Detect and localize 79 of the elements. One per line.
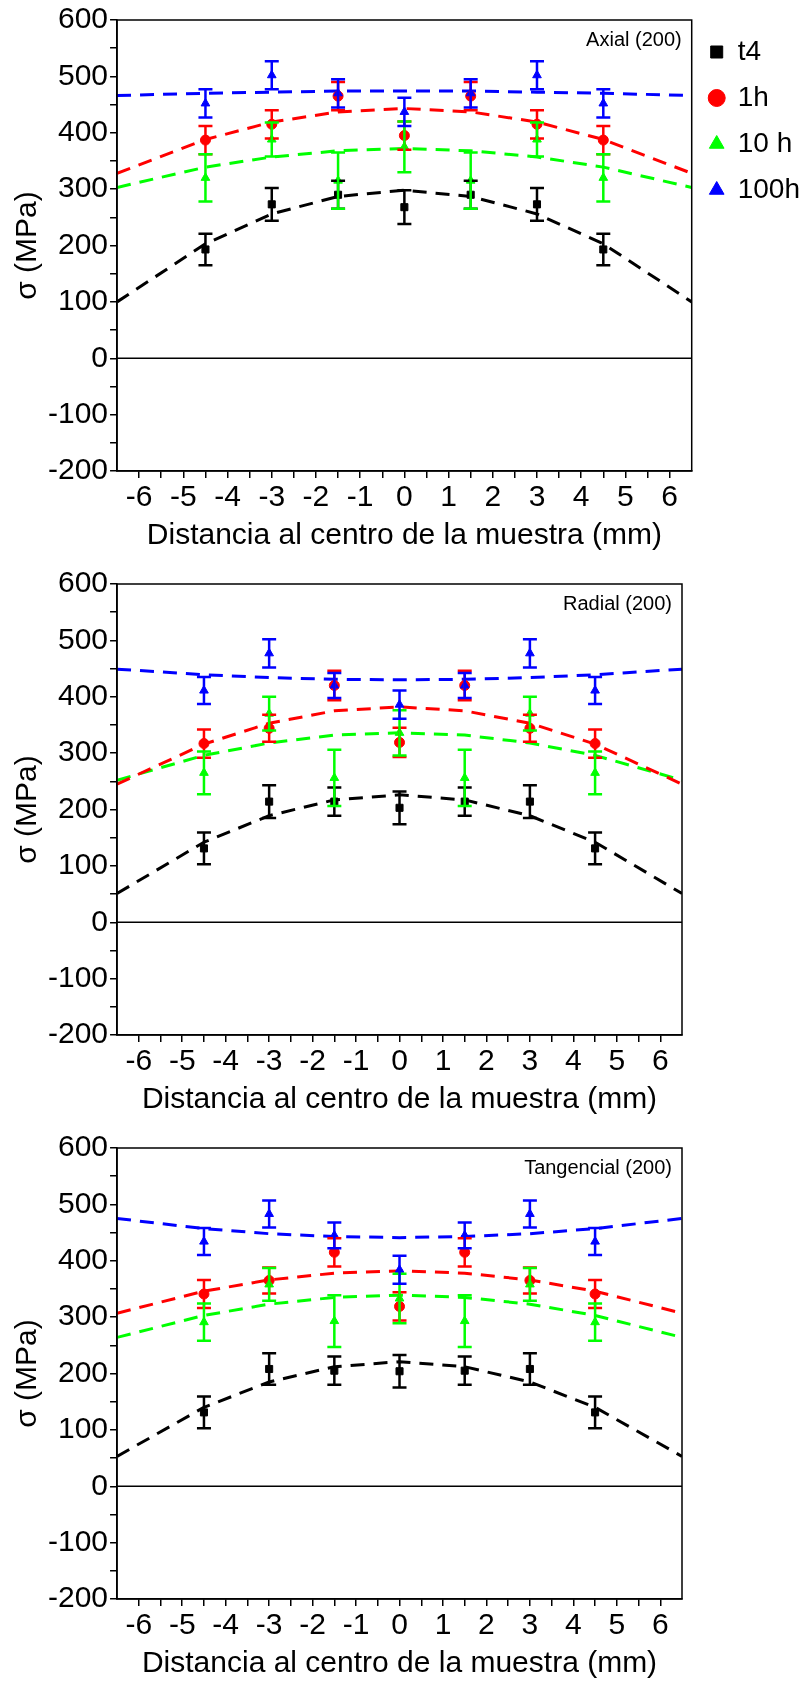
x-tick-label: -6: [125, 1043, 153, 1077]
x-tick-label: -4: [212, 1607, 240, 1641]
x-tick-label: 6: [661, 479, 678, 513]
x-tick-label: 5: [617, 479, 634, 513]
y-tick-label: 0: [91, 903, 109, 937]
y-tick-label: -200: [48, 452, 109, 486]
x-tick-label: 6: [651, 1607, 669, 1641]
y-tick-label: 100: [57, 847, 109, 881]
chart-title: Radial (200): [563, 591, 672, 614]
y-tick-label: 600: [57, 1, 109, 35]
y-tick-label: 400: [57, 114, 109, 148]
y-tick-label: 300: [57, 1298, 109, 1332]
x-tick-label: -6: [125, 1607, 153, 1641]
legend-label: 1h: [737, 80, 769, 112]
x-tick-label: 6: [651, 1043, 669, 1077]
x-tick-label: -6: [125, 479, 153, 513]
y-tick-label: -100: [48, 395, 109, 429]
y-tick-label: 500: [57, 57, 109, 91]
chart-title: Axial (200): [586, 27, 682, 50]
x-tick-label: 3: [521, 1607, 539, 1641]
y-tick-label: -100: [48, 959, 109, 993]
y-tick-label: 0: [91, 339, 109, 373]
x-tick-label: -5: [168, 1607, 196, 1641]
x-tick-label: 5: [608, 1607, 626, 1641]
x-tick-label: 5: [608, 1043, 626, 1077]
y-tick-label: 200: [57, 1354, 109, 1388]
x-tick-label: 4: [572, 479, 590, 513]
x-tick-label: -3: [255, 1043, 283, 1077]
y-tick-label: 600: [57, 565, 109, 599]
x-tick-label: -2: [299, 1607, 326, 1641]
y-tick-label: -200: [48, 1016, 109, 1050]
x-tick-label: 3: [521, 1043, 539, 1077]
y-tick-label: -200: [48, 1580, 109, 1614]
x-tick-label: 2: [484, 479, 502, 513]
x-tick-label: -3: [255, 1607, 283, 1641]
x-tick-label: -5: [170, 479, 197, 513]
y-tick-label: 0: [91, 1467, 109, 1501]
y-tick-label: 100: [57, 1411, 109, 1445]
x-tick-label: -3: [258, 479, 286, 513]
y-tick-label: 400: [57, 1242, 109, 1276]
x-axis-title: Distancia al centro de la muestra (mm): [141, 1645, 658, 1679]
y-tick-label: 500: [57, 621, 109, 655]
x-tick-label: 0: [391, 1607, 408, 1641]
x-tick-label: 0: [396, 479, 413, 513]
y-tick-label: 200: [57, 226, 109, 260]
y-tick-label: 500: [57, 1185, 109, 1219]
x-tick-label: 4: [565, 1043, 582, 1077]
x-tick-label: 1: [440, 479, 457, 513]
y-tick-label: 100: [57, 283, 109, 317]
y-tick-label: -100: [48, 1523, 109, 1557]
x-tick-label: 3: [528, 479, 546, 513]
legend-label: t4: [737, 34, 762, 66]
legend-label: 100h: [737, 172, 801, 204]
y-tick-label: 300: [57, 734, 109, 768]
x-tick-label: -1: [346, 479, 374, 513]
x-tick-label: 2: [478, 1043, 495, 1077]
x-tick-label: -4: [214, 479, 241, 513]
y-tick-label: 300: [57, 170, 109, 204]
x-tick-label: -1: [342, 1607, 370, 1641]
x-tick-label: 4: [565, 1607, 582, 1641]
x-tick-label: 2: [478, 1607, 495, 1641]
y-tick-label: 600: [57, 1129, 109, 1163]
legend-label: 10 h: [737, 126, 793, 158]
x-axis-title: Distancia al centro de la muestra (mm): [141, 1081, 658, 1115]
x-tick-label: -2: [302, 479, 330, 513]
y-tick-label: 400: [57, 678, 109, 712]
x-tick-label: -4: [212, 1043, 240, 1077]
chart-title: Tangencial (200): [524, 1155, 672, 1178]
x-tick-label: -2: [299, 1043, 326, 1077]
y-axis-title: σ (MPa): [9, 191, 43, 300]
x-tick-label: -5: [168, 1043, 196, 1077]
y-tick-label: 200: [57, 790, 109, 824]
y-axis-title: σ (MPa): [9, 1319, 43, 1428]
x-tick-label: 0: [391, 1043, 408, 1077]
y-axis-title: σ (MPa): [9, 755, 43, 864]
x-tick-label: 1: [434, 1043, 452, 1077]
x-tick-label: 1: [434, 1607, 452, 1641]
x-tick-label: -1: [342, 1043, 370, 1077]
x-axis-title: Distancia al centro de la muestra (mm): [146, 517, 662, 551]
